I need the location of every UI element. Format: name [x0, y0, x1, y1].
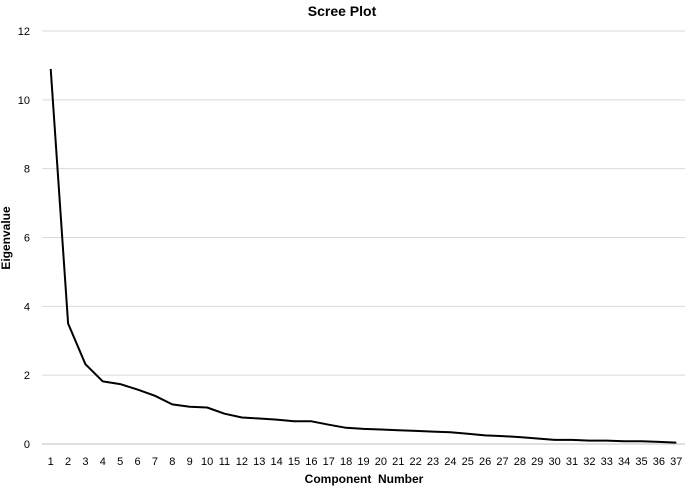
x-tick-label: 30	[549, 456, 561, 468]
y-tick-label: 4	[24, 301, 30, 313]
y-tick-label: 12	[18, 26, 30, 38]
x-tick-label: 19	[357, 456, 369, 468]
y-tick-label: 8	[24, 164, 30, 176]
x-tick-label: 5	[117, 456, 123, 468]
x-axis-ticks: 1 2 3 4 5 6 7 8 9 10 11 12 13 14 15 16 17 18 19 20 21 22 23 24 2…	[48, 456, 683, 468]
x-tick-label: 31	[566, 456, 578, 468]
x-tick-label: 35	[635, 456, 647, 468]
eigenvalue-series-line	[49, 68, 677, 444]
x-tick-label: 4	[100, 456, 106, 468]
x-tick-label: 21	[392, 456, 404, 468]
chart-title: Scree Plot	[308, 3, 377, 19]
x-tick-label: 12	[236, 456, 248, 468]
x-tick-label: 24	[444, 456, 456, 468]
x-axis-label: Component Number	[305, 472, 424, 486]
x-tick-label: 1	[48, 456, 54, 468]
y-tick-label: 10	[18, 95, 30, 107]
x-tick-label: 3	[82, 456, 88, 468]
y-axis-ticks: 0 2 4 6 8 10 12	[18, 26, 30, 451]
gridlines	[42, 30, 685, 445]
x-tick-label: 17	[323, 456, 335, 468]
y-tick-label: 2	[24, 370, 30, 382]
x-tick-label: 33	[601, 456, 613, 468]
series-layer	[49, 68, 677, 444]
x-tick-label: 36	[653, 456, 665, 468]
x-tick-label: 23	[427, 456, 439, 468]
x-tick-label: 25	[462, 456, 474, 468]
x-tick-label: 10	[201, 456, 213, 468]
x-tick-label: 7	[152, 456, 158, 468]
y-axis-label: Eigenvalue	[0, 206, 13, 270]
x-tick-label: 6	[135, 456, 141, 468]
x-tick-label: 28	[514, 456, 526, 468]
x-tick-label: 32	[583, 456, 595, 468]
y-tick-label: 6	[24, 233, 30, 245]
x-tick-label: 15	[288, 456, 300, 468]
x-tick-label: 20	[375, 456, 387, 468]
x-tick-label: 16	[305, 456, 317, 468]
y-tick-label: 0	[24, 439, 30, 451]
x-tick-label: 8	[169, 456, 175, 468]
x-tick-label: 9	[187, 456, 193, 468]
x-tick-label: 27	[496, 456, 508, 468]
x-tick-label: 13	[253, 456, 265, 468]
x-tick-label: 37	[670, 456, 682, 468]
x-tick-label: 11	[219, 456, 230, 468]
x-tick-label: 2	[65, 456, 71, 468]
x-tick-label: 18	[340, 456, 352, 468]
x-tick-label: 34	[618, 456, 630, 468]
x-tick-label: 22	[410, 456, 422, 468]
x-tick-label: 14	[270, 456, 282, 468]
x-tick-label: 29	[531, 456, 543, 468]
x-tick-label: 26	[479, 456, 491, 468]
